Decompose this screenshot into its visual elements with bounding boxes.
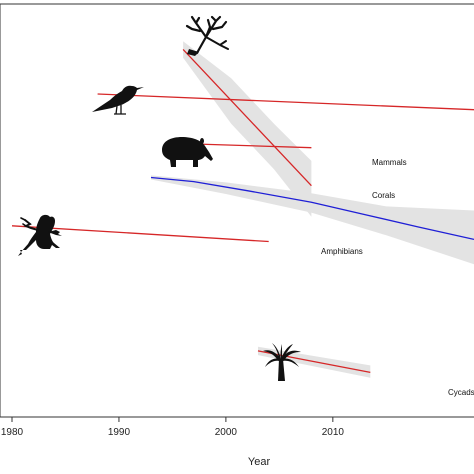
series-line-series-0 xyxy=(97,93,474,111)
confidence-bands xyxy=(151,41,474,378)
series-line-amphibians xyxy=(11,225,269,243)
frog-icon xyxy=(18,214,62,256)
x-axis-title: Year xyxy=(248,456,271,468)
series-label-corals: Corals xyxy=(372,191,395,200)
x-tick-label: 1980 xyxy=(1,427,24,438)
series-line-corals xyxy=(182,48,312,187)
series-label-amphibians: Amphibians xyxy=(321,247,363,256)
x-axis: 1980 1990 2000 2010 xyxy=(1,417,345,438)
plot-frame xyxy=(0,3,474,418)
x-tick-label: 1990 xyxy=(108,427,131,438)
series-label-mammals: Mammals xyxy=(372,158,407,167)
tapir-icon xyxy=(162,137,213,167)
x-tick-label: 2000 xyxy=(215,427,238,438)
palm-icon xyxy=(263,343,301,381)
series-line-series-3 xyxy=(150,176,474,241)
x-tick-label: 2010 xyxy=(322,427,345,438)
series-label-cycads: Cycads xyxy=(448,388,474,397)
coral-icon xyxy=(185,15,229,56)
series-lines xyxy=(11,48,474,374)
confidence-band-corals xyxy=(183,41,312,217)
confidence-band-series-3 xyxy=(151,175,474,265)
bird-icon xyxy=(92,85,144,115)
series-line-mammals xyxy=(183,142,312,149)
